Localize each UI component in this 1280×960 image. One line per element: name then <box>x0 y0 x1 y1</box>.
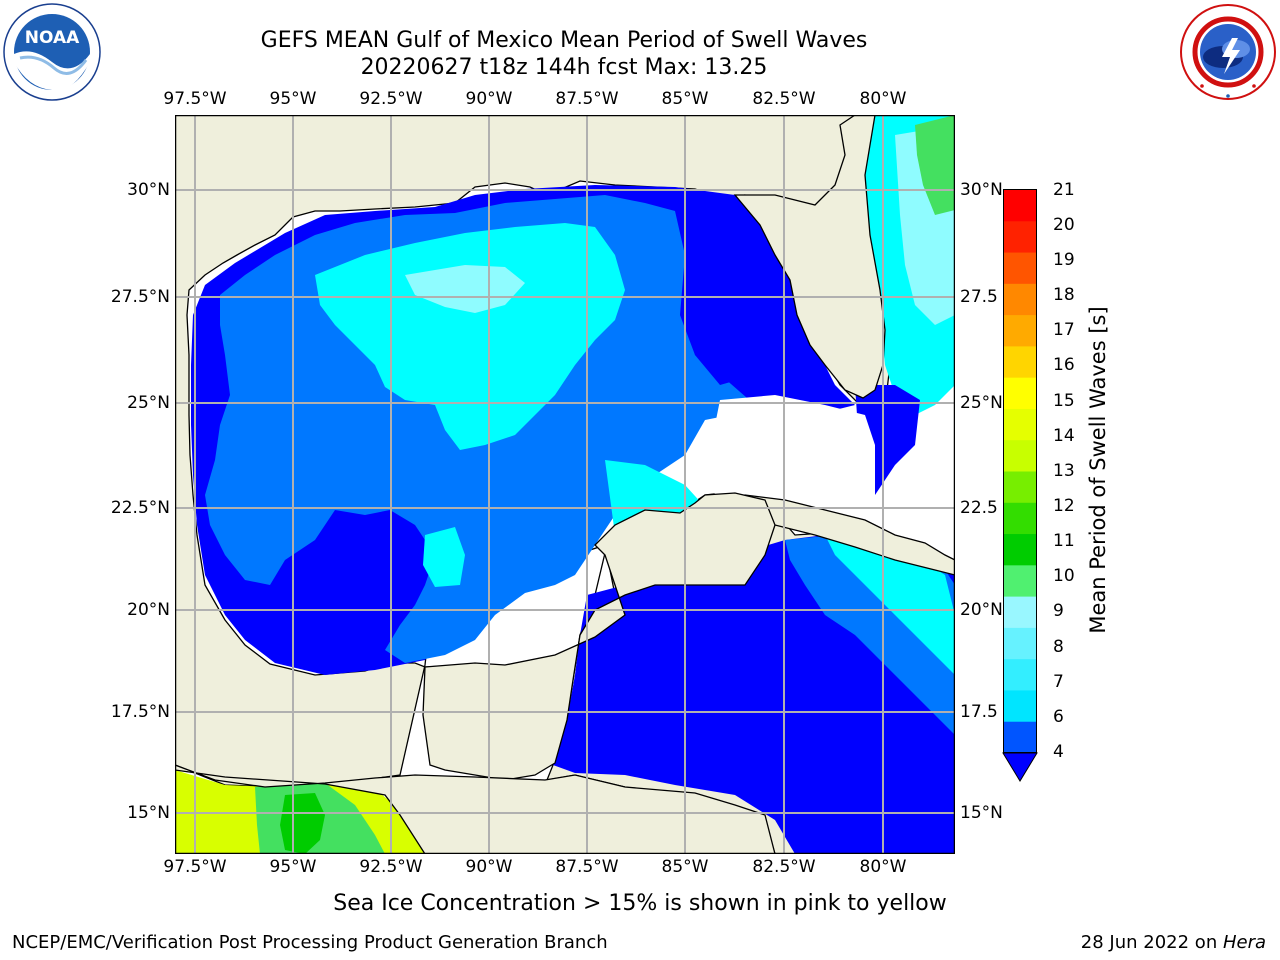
map-frame <box>175 115 955 854</box>
colorbar-segment <box>1003 721 1037 753</box>
colorbar-segment <box>1003 283 1037 316</box>
colorbar-tick: 14 <box>1053 426 1075 446</box>
colorbar-tick: 20 <box>1053 215 1075 235</box>
colorbar-segment <box>1003 189 1037 222</box>
top-tick-label: 80°W <box>859 89 907 109</box>
chart-title: GEFS MEAN Gulf of Mexico Mean Period of … <box>260 28 868 53</box>
colorbar-tick: 10 <box>1053 566 1075 586</box>
colorbar-tick: 12 <box>1053 496 1075 516</box>
bottom-tick-label: 87.5°W <box>555 857 619 877</box>
colorbar-segment <box>1003 689 1037 722</box>
bottom-tick-label: 97.5°W <box>163 857 227 877</box>
top-tick-label: 90°W <box>465 89 513 109</box>
colorbar-segment <box>1003 220 1037 253</box>
bottom-tick-label: 90°W <box>465 857 513 877</box>
top-tick-label: 97.5°W <box>163 89 227 109</box>
colorbar-tick: 16 <box>1053 355 1075 375</box>
chart-subtitle-forecast: 20220627 t18z 144h fcst Max: 13.25 <box>360 55 768 80</box>
left-tick-label: 15°N <box>127 803 170 823</box>
colorbar-segment <box>1003 596 1037 628</box>
colorbar-segment <box>1003 627 1037 660</box>
swell-cyan-caribbean <box>825 535 955 675</box>
florida-peninsula <box>733 115 886 399</box>
right-tick-label: 17.5 <box>960 702 998 722</box>
colorbar-tick: 11 <box>1053 531 1075 551</box>
yucatan-peninsula <box>422 492 776 781</box>
sea-ice-note: Sea Ice Concentration > 15% is shown in … <box>333 891 947 916</box>
colorbar-under-triangle <box>1002 752 1038 782</box>
right-tick-label: 30°N <box>960 180 1003 200</box>
graticule <box>175 115 955 854</box>
central-america-land <box>175 764 776 854</box>
colorbar-segment <box>1003 377 1037 409</box>
colorbar-segment <box>1003 314 1037 347</box>
bottom-tick-label: 82.5°W <box>752 857 816 877</box>
left-tick-label: 22.5°N <box>110 498 170 518</box>
colorbar-segment <box>1003 471 1037 503</box>
colorbar-tick: 6 <box>1053 707 1064 727</box>
footer-left: NCEP/EMC/Verification Post Processing Pr… <box>12 932 608 953</box>
left-tick-label: 20°N <box>127 600 170 620</box>
colorbar-label: Mean Period of Swell Waves [s] <box>1086 306 1110 634</box>
colorbar-frame <box>1003 189 1037 753</box>
no-data-straits <box>705 395 875 520</box>
bottom-tick-label: 85°W <box>661 857 709 877</box>
colorbar-tick: 21 <box>1053 180 1075 200</box>
colorbar-tick: 8 <box>1053 637 1064 657</box>
colorbar-tick: 7 <box>1053 672 1064 692</box>
nws-logo <box>1178 2 1278 102</box>
colorbar-segment <box>1003 345 1037 378</box>
colorbar-tick: 18 <box>1053 285 1075 305</box>
right-tick-label: 25°N <box>960 393 1003 413</box>
top-tick-label: 87.5°W <box>555 89 619 109</box>
colorbar-tick: 9 <box>1053 601 1064 621</box>
top-tick-label: 92.5°W <box>359 89 423 109</box>
colorbar-tick: 17 <box>1053 320 1075 340</box>
right-tick-label: 27.5 <box>960 287 998 307</box>
swell-bright-green-pacific <box>280 793 325 854</box>
colorbar-segment <box>1003 564 1037 597</box>
colorbar-segment <box>1003 502 1037 535</box>
footer-right: 28 Jun 2022 on Hera <box>1081 932 1266 953</box>
colorbar-tick: 13 <box>1053 461 1075 481</box>
left-tick-label: 30°N <box>127 180 170 200</box>
top-tick-label: 85°W <box>661 89 709 109</box>
right-tick-label: 20°N <box>960 600 1003 620</box>
bottom-tick-label: 92.5°W <box>359 857 423 877</box>
colorbar-tick: 19 <box>1053 250 1075 270</box>
right-tick-label: 15°N <box>960 803 1003 823</box>
noaa-logo: NOAA <box>2 2 102 102</box>
swell-light-cyan-patch <box>405 265 525 313</box>
colorbar-segment <box>1003 658 1037 691</box>
bottom-tick-label: 80°W <box>859 857 907 877</box>
colorbar-segment <box>1003 533 1037 566</box>
right-tick-label: 22.5 <box>960 498 998 518</box>
map-plot-area <box>175 115 955 854</box>
bottom-tick-label: 95°W <box>269 857 317 877</box>
top-tick-label: 95°W <box>269 89 317 109</box>
noaa-logo-text: NOAA <box>25 28 80 48</box>
colorbar-tick: 4 <box>1053 742 1064 762</box>
colorbar-tick: 15 <box>1053 391 1075 411</box>
colorbar-segment <box>1003 439 1037 472</box>
left-tick-label: 27.5°N <box>110 287 170 307</box>
left-tick-label: 25°N <box>127 393 170 413</box>
left-tick-label: 17.5°N <box>110 702 170 722</box>
colorbar-segment <box>1003 252 1037 284</box>
colorbar-segment <box>1003 408 1037 441</box>
footer-host: Hera <box>1222 932 1266 953</box>
swell-cyan-core <box>315 223 625 450</box>
top-tick-label: 82.5°W <box>752 89 816 109</box>
footer-date: 28 Jun 2022 on <box>1080 932 1223 953</box>
swell-cyan-blob <box>423 527 465 587</box>
colorbar <box>1002 189 1038 782</box>
